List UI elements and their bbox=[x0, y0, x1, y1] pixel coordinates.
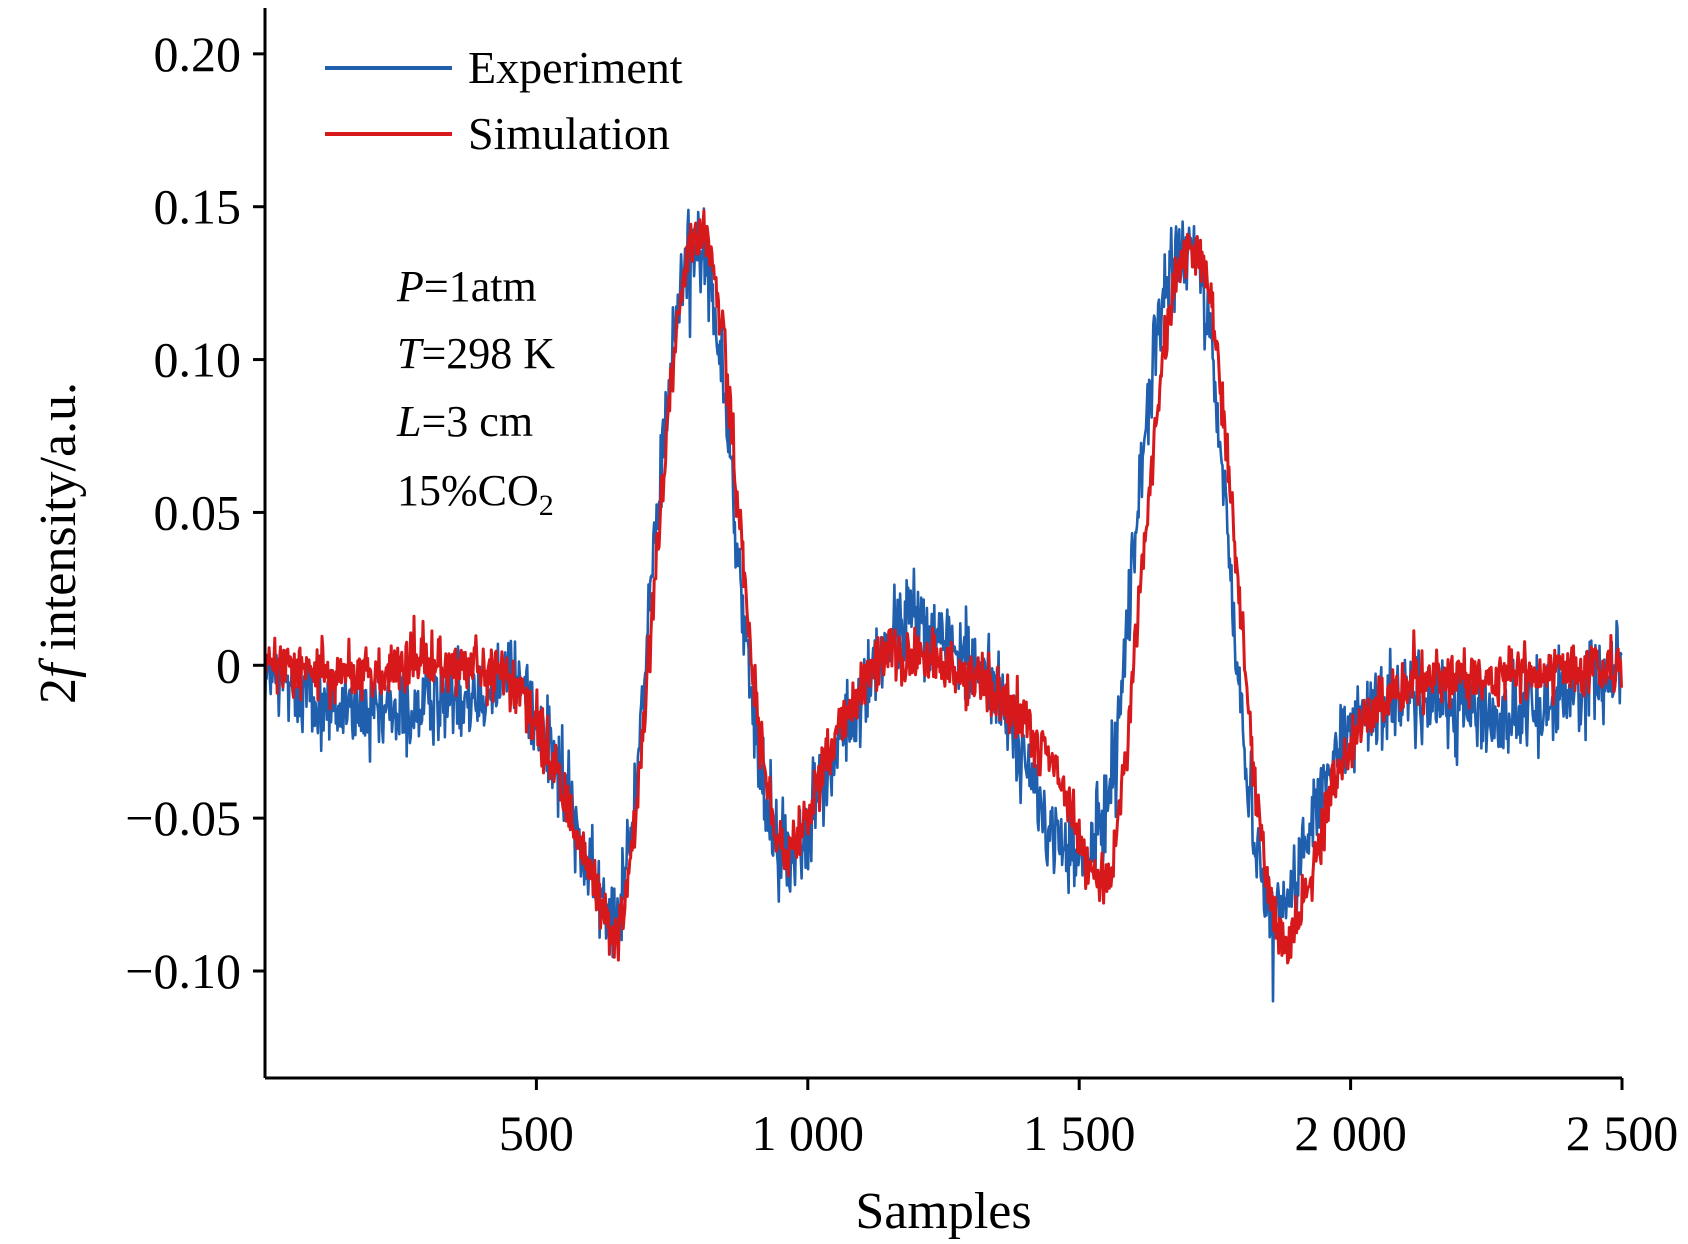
y-tick-label: 0.20 bbox=[154, 26, 242, 82]
x-tick-label: 1 500 bbox=[1023, 1105, 1136, 1161]
legend-label-experiment: Experiment bbox=[468, 42, 683, 93]
legend-label-simulation: Simulation bbox=[468, 108, 670, 159]
axes bbox=[263, 8, 1622, 1080]
y-tick-label: 0.10 bbox=[154, 332, 242, 388]
annotation-temperature-symbol: T bbox=[397, 329, 425, 378]
annotation-length-symbol: L bbox=[396, 397, 421, 446]
annotation-pressure-symbol: P bbox=[396, 262, 424, 311]
y-tick-label: 0.05 bbox=[154, 484, 242, 540]
y-tick-label: −0.10 bbox=[125, 943, 241, 999]
annotation-concentration: 15%CO2 bbox=[397, 466, 554, 522]
annotation-concentration-subscript: 2 bbox=[539, 489, 554, 522]
series-line-experiment bbox=[263, 207, 1623, 1003]
annotation-pressure: P=1atm bbox=[396, 262, 537, 311]
y-axis-title-rest: intensity/a.u. bbox=[30, 382, 87, 664]
y-axis-title-prefix: 2 bbox=[30, 678, 87, 704]
annotation-concentration-value: 15%CO bbox=[397, 466, 539, 515]
plot-series bbox=[263, 207, 1623, 1003]
legend: Experiment Simulation bbox=[325, 42, 683, 159]
series-line-simulation bbox=[263, 209, 1623, 965]
x-tick-label: 1 000 bbox=[752, 1105, 865, 1161]
annotation-temperature: T=298 K bbox=[397, 329, 555, 378]
annotation-temperature-value: =298 K bbox=[421, 329, 555, 378]
x-axis-title: Samples bbox=[855, 1183, 1031, 1240]
annotations: P=1atm T=298 K L=3 cm 15%CO2 bbox=[396, 262, 555, 522]
x-tick-label: 500 bbox=[499, 1105, 574, 1161]
y-tick-label: 0.15 bbox=[154, 179, 242, 235]
y-axis-title: 2f intensity/a.u. bbox=[30, 382, 87, 704]
annotation-length-value: =3 cm bbox=[421, 397, 533, 446]
annotation-pressure-value: =1atm bbox=[424, 262, 537, 311]
x-ticks: 500 1 000 1 500 2 000 2 500 bbox=[499, 1078, 1678, 1161]
x-tick-label: 2 500 bbox=[1566, 1105, 1679, 1161]
x-tick-label: 2 000 bbox=[1294, 1105, 1407, 1161]
y-tick-label: 0 bbox=[216, 637, 241, 693]
annotation-length: L=3 cm bbox=[396, 397, 533, 446]
y-tick-label: −0.05 bbox=[125, 790, 241, 846]
y-ticks: 0.20 0.15 0.10 0.05 0 −0.05 −0.10 bbox=[125, 26, 265, 999]
